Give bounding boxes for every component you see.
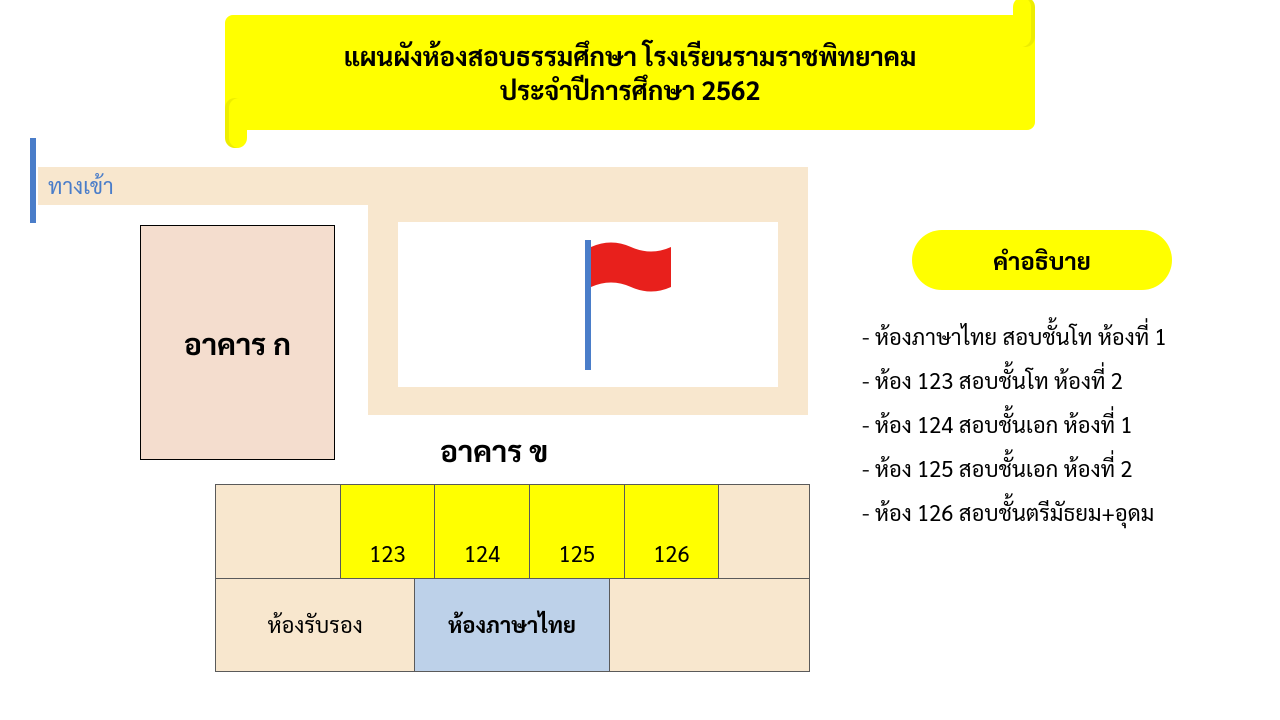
room-cell xyxy=(216,485,341,578)
room-cell xyxy=(719,485,809,578)
building-b: 123124125126 ห้องรับรองห้องภาษาไทย xyxy=(215,484,810,672)
title-line2: ประจำปีการศึกษา 2562 xyxy=(500,73,760,107)
building-a: อาคาร ก xyxy=(140,225,335,460)
banner-scroll-right xyxy=(1013,0,1035,47)
building-b-row1: 123124125126 xyxy=(216,485,809,578)
building-a-label: อาคาร ก xyxy=(184,323,291,362)
room-cell: 123 xyxy=(341,485,436,578)
room-cell: 124 xyxy=(435,485,530,578)
entrance-label: ทางเข้า xyxy=(48,172,114,200)
flag-icon xyxy=(591,242,671,297)
legend-item: - ห้อง 123 สอบชั้นโท ห้องที่ 2 xyxy=(862,359,1262,403)
legend-title-pill: คำอธิบาย xyxy=(912,230,1172,290)
room-cell: 126 xyxy=(625,485,720,578)
title-banner: แผนผังห้องสอบธรรมศึกษา โรงเรียนรามราชพิท… xyxy=(225,15,1035,130)
vertical-accent-bar xyxy=(30,138,36,223)
legend-item: - ห้อง 125 สอบชั้นเอก ห้องที่ 2 xyxy=(862,447,1262,491)
room-cell: 125 xyxy=(530,485,625,578)
building-b-label: อาคาร ข xyxy=(440,430,548,469)
legend-item: - ห้อง 124 สอบชั้นเอก ห้องที่ 1 xyxy=(862,403,1262,447)
legend-list: - ห้องภาษาไทย สอบชั้นโท ห้องที่ 1- ห้อง … xyxy=(862,315,1262,535)
room-cell: ห้องภาษาไทย xyxy=(415,579,609,671)
entrance-path xyxy=(38,167,808,205)
legend-item: - ห้องภาษาไทย สอบชั้นโท ห้องที่ 1 xyxy=(862,315,1262,359)
legend-title: คำอธิบาย xyxy=(993,244,1091,276)
legend-item: - ห้อง 126 สอบชั้นตรีมัธยม+อุดม xyxy=(862,491,1262,535)
banner-scroll-left xyxy=(225,98,247,148)
courtyard-inner xyxy=(398,222,778,387)
building-b-row2: ห้องรับรองห้องภาษาไทย xyxy=(216,578,809,671)
title-line1: แผนผังห้องสอบธรรมศึกษา โรงเรียนรามราชพิท… xyxy=(344,39,917,73)
room-cell xyxy=(610,579,809,671)
flag-pole xyxy=(585,240,591,370)
room-cell: ห้องรับรอง xyxy=(216,579,415,671)
